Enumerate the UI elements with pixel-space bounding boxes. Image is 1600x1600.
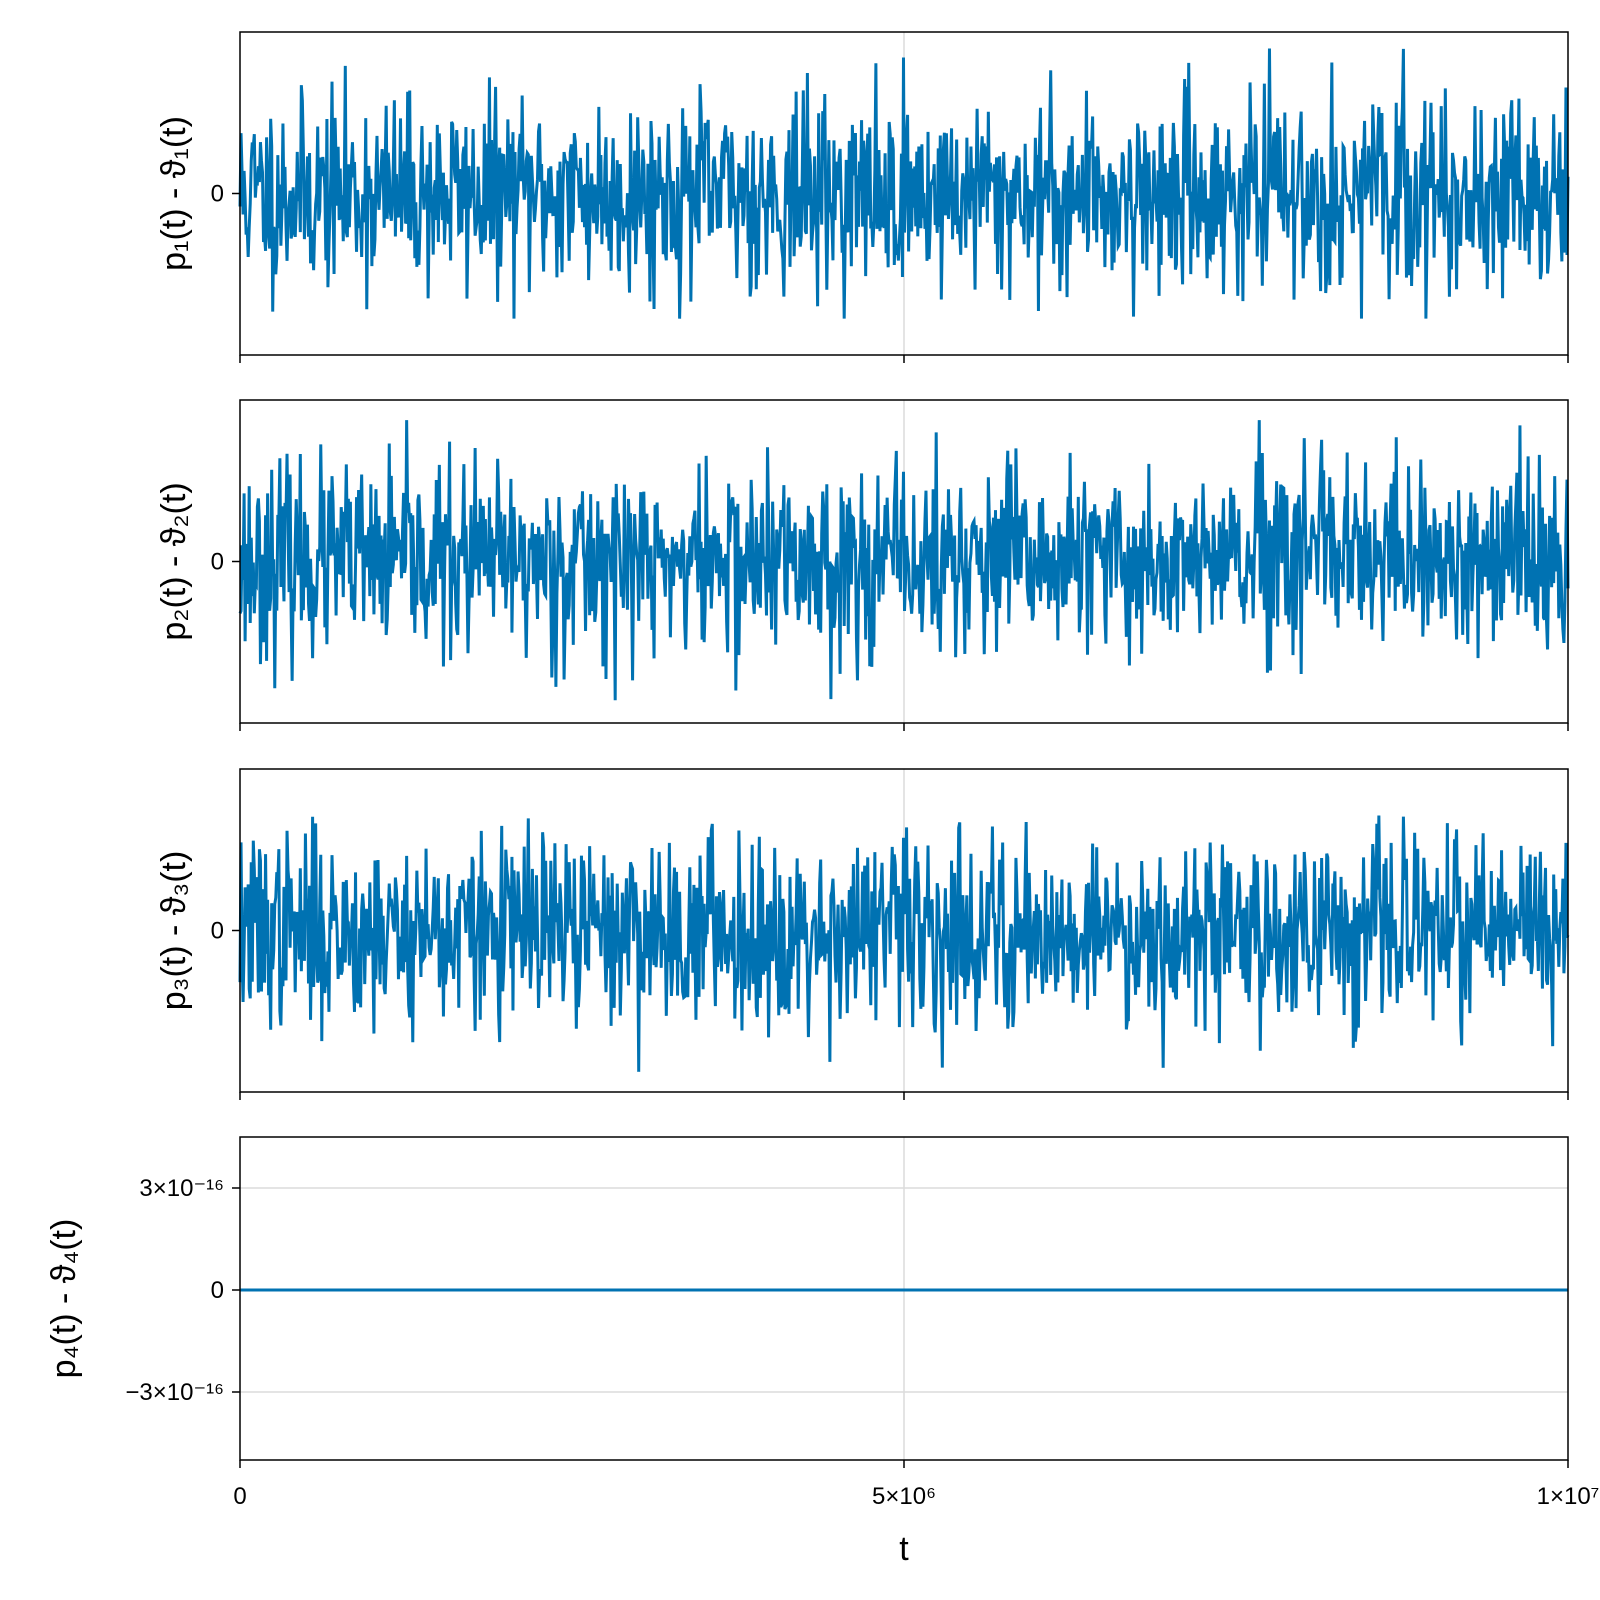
- series-line: [238, 420, 1570, 701]
- y-axis-label: p₄(t) - ϑ₄(t): [45, 1219, 83, 1379]
- y-axis-label: p₃(t) - ϑ₃(t): [155, 851, 193, 1011]
- y-tick-label: 0: [211, 1277, 224, 1304]
- y-tick-label: 3×10⁻¹⁶: [139, 1175, 224, 1202]
- y-axis-label: p₂(t) - ϑ₂(t): [155, 482, 193, 640]
- x-tick-label: 5×10⁶: [872, 1483, 936, 1510]
- y-tick-label: 0: [211, 549, 224, 576]
- y-tick-label: 0: [211, 918, 224, 945]
- panel-1: 0 p₁(t) - ϑ₁(t): [155, 31, 1570, 363]
- series-line: [238, 48, 1570, 319]
- y-tick-label: 0: [211, 181, 224, 208]
- panel-4: 3×10⁻¹⁶ 0 −3×10⁻¹⁶ 0 5×10⁶ 1×10⁷ p₄(t) - ϑ₄(t)…: [45, 1136, 1600, 1568]
- x-tick-label: 0: [233, 1483, 246, 1510]
- y-tick-label: −3×10⁻¹⁶: [125, 1379, 224, 1406]
- series-line: [238, 815, 1570, 1072]
- panel-2: 0 p₂(t) - ϑ₂(t): [155, 399, 1570, 731]
- x-tick-label: 1×10⁷: [1537, 1483, 1600, 1510]
- y-axis-label: p₁(t) - ϑ₁(t): [155, 116, 193, 271]
- x-axis-label: t: [899, 1530, 909, 1568]
- panel-3: 0 p₃(t) - ϑ₃(t): [155, 768, 1570, 1100]
